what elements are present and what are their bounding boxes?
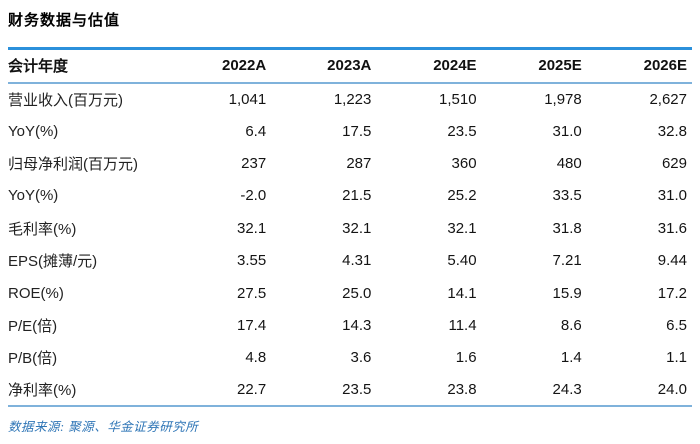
row-value: 4.8 [245, 349, 267, 367]
section-title: 财务数据与估值 [8, 12, 121, 29]
row-value: 1.4 [560, 349, 582, 367]
header-2025e: 2025E [481, 47, 587, 84]
row-value: 17.5 [342, 122, 372, 140]
report-page: 财务数据与估值 会计年度 2022A 2023A 2024E 2025E 202… [8, 12, 692, 435]
row-value: 17.4 [236, 316, 267, 334]
row-value: 15.9 [552, 284, 582, 302]
row-value: 6.4 [245, 122, 267, 140]
row-value: 31.8 [552, 219, 582, 237]
table-body: 营业收入(百万元) 1,041 1,223 1,510 1,978 2,627 … [8, 83, 692, 408]
row-value: 1,510 [439, 90, 477, 108]
row-value: 25.0 [342, 284, 372, 302]
row-label: ROE(%) [8, 284, 64, 302]
table-row: EPS(摊薄/元) 3.55 4.31 5.40 7.21 9.44 [8, 244, 692, 276]
row-value: 4.31 [342, 252, 372, 270]
row-value: 27.5 [236, 284, 267, 302]
table-row: ROE(%) 27.5 25.0 14.1 15.9 17.2 [8, 277, 692, 309]
table-row: 净利率(%) 22.7 23.5 23.8 24.3 24.0 [8, 374, 692, 408]
row-value: 25.2 [447, 187, 477, 205]
row-value: 7.21 [552, 252, 582, 270]
row-value: 360 [451, 154, 477, 172]
row-value: 23.5 [447, 122, 477, 140]
table-row: YoY(%) -2.0 21.5 25.2 33.5 31.0 [8, 180, 692, 212]
row-value: 31.6 [657, 219, 687, 237]
row-value: 22.7 [166, 374, 272, 408]
row-value: 9.44 [657, 252, 687, 270]
row-value: 8.6 [560, 316, 582, 334]
row-value: 33.5 [552, 187, 582, 205]
row-value: 6.5 [666, 316, 687, 334]
row-value: 31.0 [552, 122, 582, 140]
table-row: P/E(倍) 17.4 14.3 11.4 8.6 6.5 [8, 309, 692, 341]
header-2023a: 2023A [271, 47, 377, 84]
row-value: 287 [346, 154, 372, 172]
row-label: 毛利率(%) [8, 220, 77, 238]
row-value: 23.5 [271, 374, 377, 408]
row-value: 32.1 [447, 219, 477, 237]
row-value: 3.6 [350, 349, 372, 367]
row-value: 32.1 [236, 219, 267, 237]
header-2024e: 2024E [376, 47, 482, 84]
row-value: 21.5 [342, 187, 372, 205]
row-label: 营业收入(百万元) [8, 91, 123, 109]
row-label: P/E(倍) [8, 317, 58, 335]
data-source-note: 数据来源: 聚源、华金证券研究所 [8, 420, 199, 435]
row-value: 1,041 [228, 90, 267, 108]
header-fiscal-year: 会计年度 [8, 47, 166, 84]
row-value: 23.8 [376, 374, 482, 408]
row-value: 1.6 [455, 349, 477, 367]
financial-table: 会计年度 2022A 2023A 2024E 2025E 2026E 营业收入(… [8, 47, 692, 408]
row-value: 1,223 [333, 90, 372, 108]
row-value: 14.3 [342, 316, 372, 334]
row-value: 2,627 [649, 90, 687, 108]
row-value: 1,978 [544, 90, 582, 108]
row-value: 237 [241, 154, 267, 172]
table-row: P/B(倍) 4.8 3.6 1.6 1.4 1.1 [8, 342, 692, 374]
row-value: 14.1 [447, 284, 477, 302]
row-value: 17.2 [657, 284, 687, 302]
row-value: 24.0 [586, 374, 692, 408]
row-value: 32.1 [342, 219, 372, 237]
table-row: 归母净利润(百万元) 237 287 360 480 629 [8, 147, 692, 179]
row-label: 净利率(%) [8, 374, 166, 408]
row-value: 3.55 [236, 252, 267, 270]
table-row: 营业收入(百万元) 1,041 1,223 1,510 1,978 2,627 [8, 83, 692, 115]
row-value: 480 [556, 154, 582, 172]
header-2026e: 2026E [586, 47, 692, 84]
row-value: -2.0 [240, 187, 267, 205]
row-value: 5.40 [447, 252, 477, 270]
table-row: 毛利率(%) 32.1 32.1 32.1 31.8 31.6 [8, 212, 692, 244]
row-label: EPS(摊薄/元) [8, 253, 98, 271]
row-value: 1.1 [666, 349, 687, 367]
row-value: 629 [661, 154, 687, 172]
row-value: 11.4 [448, 316, 477, 334]
row-label: YoY(%) [8, 122, 59, 140]
row-label: YoY(%) [8, 187, 59, 205]
row-label: P/B(倍) [8, 350, 58, 368]
header-2022a: 2022A [166, 47, 272, 84]
row-label: 归母净利润(百万元) [8, 155, 138, 173]
table-header-row: 会计年度 2022A 2023A 2024E 2025E 2026E [8, 47, 692, 84]
row-value: 32.8 [657, 122, 687, 140]
row-value: 31.0 [657, 187, 687, 205]
table-row: YoY(%) 6.4 17.5 23.5 31.0 32.8 [8, 115, 692, 147]
row-value: 24.3 [481, 374, 587, 408]
